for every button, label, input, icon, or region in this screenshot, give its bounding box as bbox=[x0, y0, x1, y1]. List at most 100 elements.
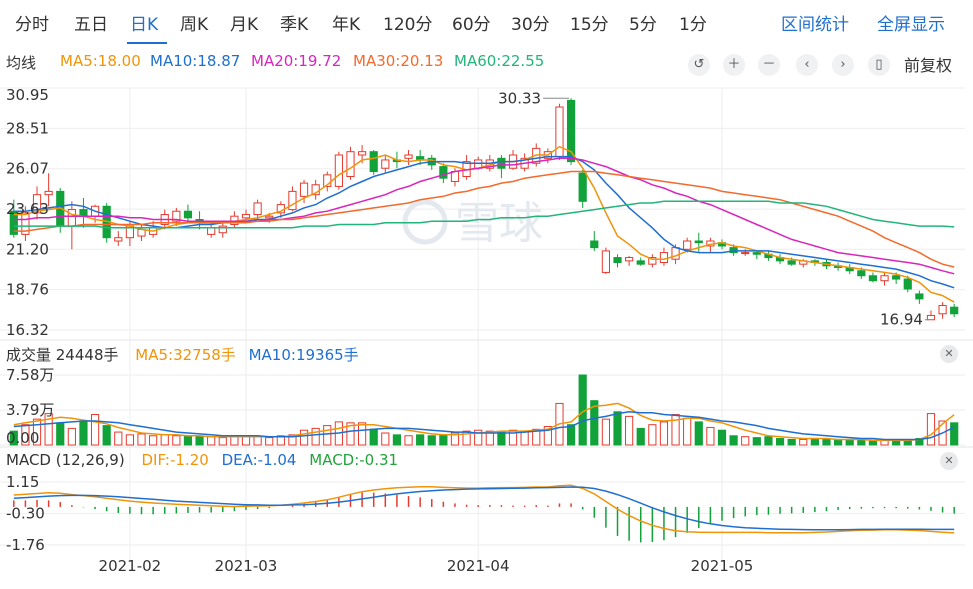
volume-bar bbox=[392, 434, 402, 446]
period-tabs: 分时 五日 日K 周K 月K 季K 年K 120分 60分 30分 15分 5分 1分 区间统计 全屏显示 bbox=[0, 0, 973, 44]
dea-line bbox=[13, 486, 955, 531]
tab-3[interactable]: 周K bbox=[180, 15, 209, 35]
volume-bar bbox=[369, 428, 378, 446]
volume-bar bbox=[416, 434, 425, 446]
candle-body bbox=[938, 305, 947, 315]
tab-12[interactable]: 1分 bbox=[679, 15, 707, 35]
price-tick-label: 30.95 bbox=[6, 86, 49, 104]
volume-bar bbox=[381, 432, 390, 446]
volume-bar bbox=[636, 427, 645, 446]
tab-5[interactable]: 季K bbox=[280, 15, 309, 35]
candle-body bbox=[694, 240, 703, 244]
tab-1[interactable]: 五日 bbox=[74, 15, 108, 35]
undo-icon[interactable]: ↺ bbox=[688, 54, 710, 76]
ma60-line bbox=[13, 200, 955, 229]
volume-bar bbox=[102, 425, 111, 446]
volume-bar bbox=[218, 437, 227, 446]
volume-bar bbox=[450, 432, 460, 446]
macd-tick-label: -0.30 bbox=[6, 504, 45, 522]
tab-10[interactable]: 15分 bbox=[570, 15, 609, 35]
volume-bar bbox=[125, 434, 135, 446]
tab-11[interactable]: 5分 bbox=[629, 15, 657, 35]
volume-bar bbox=[149, 435, 158, 446]
volume-bar bbox=[32, 418, 42, 446]
volume-bar bbox=[868, 440, 878, 446]
ma20-line bbox=[13, 157, 955, 275]
candle-body bbox=[892, 275, 901, 280]
tab-7[interactable]: 120分 bbox=[383, 15, 433, 35]
dea-legend: DEA:-1.04 bbox=[221, 451, 297, 469]
volume-bar bbox=[532, 428, 541, 446]
scroll-left-icon[interactable]: ‹ bbox=[796, 54, 818, 76]
volume-bar bbox=[253, 436, 262, 446]
candle-body bbox=[868, 275, 878, 282]
candle-body bbox=[183, 210, 193, 219]
volume-bar bbox=[230, 436, 239, 446]
ma-legend-label: 均线 bbox=[6, 54, 37, 72]
close-volume-panel-icon[interactable]: ✕ bbox=[940, 345, 958, 363]
fullscreen-button[interactable]: 全屏显示 bbox=[877, 15, 945, 35]
candle-body bbox=[288, 190, 297, 211]
ma-legend-row: 均线 MA5:18.00 MA10:18.87 MA20:19.72 MA30:… bbox=[0, 48, 973, 78]
volume-ma5-legend: MA5:32758手 bbox=[135, 346, 236, 364]
candle-body bbox=[334, 154, 343, 187]
candle-body bbox=[346, 151, 355, 177]
candle-body bbox=[752, 252, 761, 255]
tab-4[interactable]: 月K bbox=[230, 15, 259, 35]
candle-type-icon[interactable]: ▯ bbox=[868, 54, 890, 76]
volume-bar bbox=[671, 414, 680, 446]
volume-panel-legend: 成交量 24448手 MA5:32758手 MA10:19365手 bbox=[6, 344, 359, 365]
candle-body bbox=[497, 157, 506, 169]
volume-bar bbox=[288, 434, 297, 446]
candle-body bbox=[207, 227, 216, 235]
range-stats-button[interactable]: 区间统计 bbox=[781, 15, 849, 35]
volume-bar bbox=[311, 427, 320, 446]
x-axis-date-label: 2021-04 bbox=[447, 557, 510, 575]
volume-bar bbox=[404, 435, 413, 446]
price-tick-label: 28.51 bbox=[6, 119, 49, 137]
volume-legend-label: 成交量 24448手 bbox=[6, 346, 119, 364]
candle-body bbox=[903, 278, 912, 290]
watermark-text: 雪球 bbox=[455, 198, 543, 249]
macd-legend-label: MACD (12,26,9) bbox=[6, 451, 125, 469]
candle-body bbox=[369, 151, 378, 173]
tab-0[interactable]: 分时 bbox=[15, 15, 49, 35]
price-tick-label: 23.63 bbox=[6, 200, 49, 218]
candle-body bbox=[613, 257, 622, 264]
ma60-legend: MA60:22.55 bbox=[454, 52, 545, 70]
scroll-right-icon[interactable]: › bbox=[832, 54, 854, 76]
zoom-in-icon[interactable]: ＋ bbox=[723, 54, 745, 76]
volume-bar bbox=[195, 436, 204, 446]
volume-bar bbox=[508, 429, 518, 446]
volume-bar bbox=[566, 424, 576, 446]
candle-body bbox=[404, 154, 413, 159]
volume-bar bbox=[323, 425, 332, 446]
volume-bar bbox=[462, 430, 471, 446]
close-macd-panel-icon[interactable]: ✕ bbox=[940, 452, 958, 470]
zoom-out-icon[interactable]: － bbox=[758, 54, 780, 76]
volume-bar bbox=[9, 430, 18, 446]
volume-bar bbox=[950, 422, 959, 446]
tab-6[interactable]: 年K bbox=[332, 15, 361, 35]
candle-body bbox=[32, 194, 42, 214]
volume-bar bbox=[172, 435, 181, 446]
candle-body bbox=[566, 99, 576, 163]
adjust-type-button[interactable]: 前复权 bbox=[904, 56, 953, 75]
volume-bar bbox=[265, 437, 274, 446]
x-axis-date-label: 2021-02 bbox=[99, 557, 162, 575]
volume-bar bbox=[183, 435, 193, 446]
candle-body bbox=[625, 257, 634, 262]
volume-bar bbox=[21, 424, 30, 446]
tab-2[interactable]: 日K bbox=[130, 15, 159, 35]
volume-bar bbox=[752, 437, 761, 446]
candle-body bbox=[44, 190, 53, 196]
volume-bar bbox=[56, 422, 65, 446]
ma5-line bbox=[13, 145, 955, 303]
tab-9[interactable]: 30分 bbox=[511, 15, 550, 35]
volume-bar bbox=[137, 433, 146, 446]
tab-8[interactable]: 60分 bbox=[452, 15, 491, 35]
ma10-legend: MA10:18.87 bbox=[150, 52, 241, 70]
candle-body bbox=[857, 270, 866, 277]
dif-legend: DIF:-1.20 bbox=[141, 451, 209, 469]
